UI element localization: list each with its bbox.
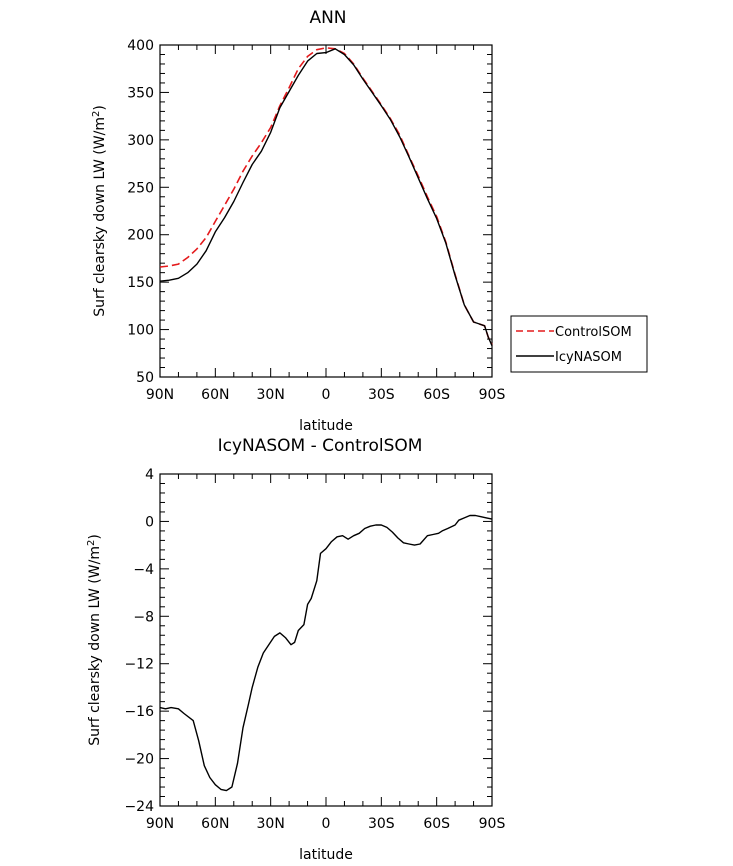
panel1-ytick-label: −20 <box>124 752 154 768</box>
bottom-panel-xlabel: latitude <box>299 847 353 863</box>
panel0-xtick-label: 30S <box>368 387 395 403</box>
bottom-panel-ylabel-sup: 2 <box>86 540 97 546</box>
panel0-ytick-label: 400 <box>127 38 154 54</box>
panel1-xtick-label: 90S <box>479 816 506 832</box>
panel1-ytick-label: 4 <box>145 467 154 483</box>
top-panel-title: ANN <box>309 8 346 28</box>
panel1-xtick-label: 0 <box>322 816 331 832</box>
top-panel-series <box>159 46 493 346</box>
panel0-ytick-label: 150 <box>127 275 154 291</box>
panel1-ytick-label: −24 <box>124 799 154 815</box>
legend-controlsom-label: ControlSOM <box>555 325 632 340</box>
panel1-xtick-label: 30N <box>257 816 285 832</box>
bottom-panel-series <box>159 514 493 792</box>
top-panel-ylabel-main: Surf clearsky down LW (W/m <box>92 117 108 317</box>
panel1-ytick-label: −8 <box>133 609 154 625</box>
legend-icynasom-label: IcyNASOM <box>555 350 622 365</box>
top-panel-ylabel-end: ) <box>92 105 108 110</box>
bottom-plot-frame <box>159 473 493 807</box>
legend-box <box>510 315 648 373</box>
panel0-ytick-label: 350 <box>127 85 154 101</box>
panel1-series-line-difference <box>159 514 493 792</box>
top-panel: ANN 90N 60N 30N 0 30S 60S 90S 50 100 150 200 250 300… <box>91 8 648 434</box>
panel1-xtick-label: 60N <box>201 816 229 832</box>
panel0-xtick-label: 30N <box>257 387 285 403</box>
top-panel-ticks: 90N 60N 30N 0 30S 60S 90S 50 100 150 200 250 300 350 4… <box>127 38 505 403</box>
panel1-ytick-label: −4 <box>133 562 154 578</box>
panel0-xtick-label: 90S <box>479 387 506 403</box>
top-panel-ylabel: Surf clearsky down LW (W/m2) <box>91 105 109 317</box>
top-plot-frame <box>159 44 493 378</box>
bottom-panel-title: IcyNASOM - ControlSOM <box>218 436 423 456</box>
panel0-xtick-label: 90N <box>146 387 174 403</box>
panel0-ytick-label: 100 <box>127 323 154 339</box>
panel0-ytick-label: 250 <box>127 180 154 196</box>
bottom-panel-ticks: 90N 60N 30N 0 30S 60S 90S −24 −20 −16 −12 −8 −4 0 4 <box>124 467 505 832</box>
top-panel-ylabel-sup: 2 <box>91 111 102 117</box>
panel1-xtick-label: 90N <box>146 816 174 832</box>
bottom-panel-ylabel-main: Surf clearsky down LW (W/m <box>87 546 103 746</box>
bottom-panel-ylabel: Surf clearsky down LW (W/m2) <box>86 534 104 746</box>
bottom-panel: IcyNASOM - ControlSOM 90N 60N 30N 0 30S 60S 90… <box>86 436 506 863</box>
panel0-ytick-label: 300 <box>127 133 154 149</box>
top-panel-xlabel: latitude <box>299 418 353 434</box>
panel0-xtick-label: 60N <box>201 387 229 403</box>
panel0-ytick-label: 50 <box>136 370 154 386</box>
panel0-series-line-controlsom <box>159 46 493 346</box>
legend: ControlSOM IcyNASOM <box>510 315 648 373</box>
panel1-ytick-label: −12 <box>124 657 154 673</box>
panel1-xtick-label: 30S <box>368 816 395 832</box>
panel0-series-line-icynasom <box>159 48 493 346</box>
panel0-xtick-label: 0 <box>322 387 331 403</box>
panel0-ytick-label: 200 <box>127 228 154 244</box>
bottom-panel-ylabel-end: ) <box>87 534 103 539</box>
panel0-xtick-label: 60S <box>423 387 450 403</box>
panel1-xtick-label: 60S <box>423 816 450 832</box>
panel1-ytick-label: 0 <box>145 514 154 530</box>
panel1-ytick-label: −16 <box>124 704 154 720</box>
